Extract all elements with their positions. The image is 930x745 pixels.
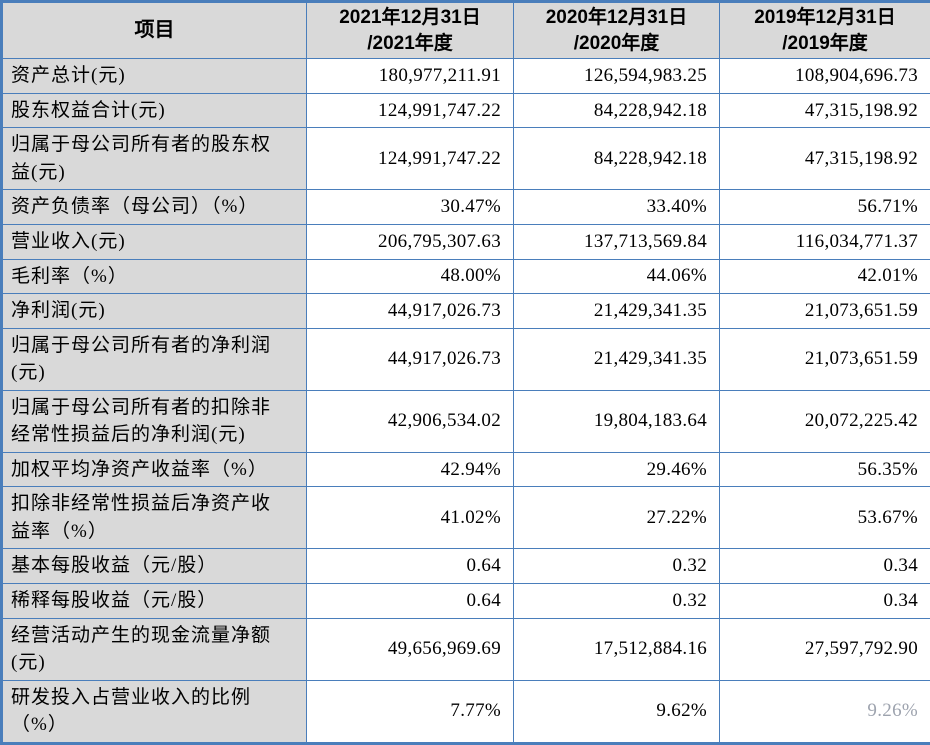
header-row: 项目 2021年12月31日 /2021年度 2020年12月31日 /2020…	[2, 2, 930, 59]
cell-value: 42.94%	[307, 452, 514, 487]
row-label: 稀释每股收益（元/股）	[2, 584, 307, 619]
column-header-2019: 2019年12月31日 /2019年度	[720, 2, 930, 59]
cell-value: 27,597,792.90	[720, 618, 930, 680]
row-label: 净利润(元)	[2, 294, 307, 329]
cell-value: 0.32	[514, 549, 720, 584]
row-label: 加权平均净资产收益率（%）	[2, 452, 307, 487]
table-row: 扣除非经常性损益后净资产收 益率（%） 41.02% 27.22% 53.67%	[2, 487, 930, 549]
cell-value: 126,594,983.25	[514, 59, 720, 94]
cell-value: 20,072,225.42	[720, 390, 930, 452]
table-row: 归属于母公司所有者的扣除非 经常性损益后的净利润(元) 42,906,534.0…	[2, 390, 930, 452]
row-label: 资产负债率（母公司）（%）	[2, 190, 307, 225]
cell-value-faded: 9.26%	[720, 680, 930, 743]
table-row: 归属于母公司所有者的股东权 益(元) 124,991,747.22 84,228…	[2, 128, 930, 190]
cell-value: 21,073,651.59	[720, 328, 930, 390]
row-label: 归属于母公司所有者的净利润 (元)	[2, 328, 307, 390]
row-label: 归属于母公司所有者的股东权 益(元)	[2, 128, 307, 190]
row-label: 股东权益合计(元)	[2, 93, 307, 128]
cell-value: 0.32	[514, 584, 720, 619]
cell-value: 180,977,211.91	[307, 59, 514, 94]
row-label: 研发投入占营业收入的比例 （%）	[2, 680, 307, 743]
cell-value: 44.06%	[514, 259, 720, 294]
cell-value: 124,991,747.22	[307, 93, 514, 128]
cell-value: 21,073,651.59	[720, 294, 930, 329]
cell-value: 116,034,771.37	[720, 225, 930, 260]
table-row: 资产总计(元) 180,977,211.91 126,594,983.25 10…	[2, 59, 930, 94]
cell-value: 17,512,884.16	[514, 618, 720, 680]
table-row: 经营活动产生的现金流量净额 (元) 49,656,969.69 17,512,8…	[2, 618, 930, 680]
cell-value: 108,904,696.73	[720, 59, 930, 94]
cell-value: 0.64	[307, 584, 514, 619]
cell-value: 56.71%	[720, 190, 930, 225]
cell-value: 124,991,747.22	[307, 128, 514, 190]
cell-value: 29.46%	[514, 452, 720, 487]
cell-value: 19,804,183.64	[514, 390, 720, 452]
table-row: 股东权益合计(元) 124,991,747.22 84,228,942.18 4…	[2, 93, 930, 128]
column-header-2021: 2021年12月31日 /2021年度	[307, 2, 514, 59]
column-header-item: 项目	[2, 2, 307, 59]
table-row: 稀释每股收益（元/股） 0.64 0.32 0.34	[2, 584, 930, 619]
cell-value: 44,917,026.73	[307, 328, 514, 390]
row-label: 营业收入(元)	[2, 225, 307, 260]
cell-value: 47,315,198.92	[720, 93, 930, 128]
cell-value: 48.00%	[307, 259, 514, 294]
row-label: 毛利率（%）	[2, 259, 307, 294]
cell-value: 0.34	[720, 549, 930, 584]
cell-value: 33.40%	[514, 190, 720, 225]
cell-value: 44,917,026.73	[307, 294, 514, 329]
row-label: 归属于母公司所有者的扣除非 经常性损益后的净利润(元)	[2, 390, 307, 452]
cell-value: 47,315,198.92	[720, 128, 930, 190]
cell-value: 0.64	[307, 549, 514, 584]
table-row: 加权平均净资产收益率（%） 42.94% 29.46% 56.35%	[2, 452, 930, 487]
cell-value: 137,713,569.84	[514, 225, 720, 260]
cell-value: 30.47%	[307, 190, 514, 225]
table-row: 毛利率（%） 48.00% 44.06% 42.01%	[2, 259, 930, 294]
table-row: 资产负债率（母公司）（%） 30.47% 33.40% 56.71%	[2, 190, 930, 225]
table-row: 研发投入占营业收入的比例 （%） 7.77% 9.62% 9.26%	[2, 680, 930, 743]
row-label: 经营活动产生的现金流量净额 (元)	[2, 618, 307, 680]
cell-value: 9.62%	[514, 680, 720, 743]
row-label: 扣除非经常性损益后净资产收 益率（%）	[2, 487, 307, 549]
table-row: 净利润(元) 44,917,026.73 21,429,341.35 21,07…	[2, 294, 930, 329]
cell-value: 0.34	[720, 584, 930, 619]
cell-value: 206,795,307.63	[307, 225, 514, 260]
row-label: 基本每股收益（元/股）	[2, 549, 307, 584]
cell-value: 84,228,942.18	[514, 93, 720, 128]
column-header-2020: 2020年12月31日 /2020年度	[514, 2, 720, 59]
cell-value: 21,429,341.35	[514, 328, 720, 390]
cell-value: 21,429,341.35	[514, 294, 720, 329]
table-row: 基本每股收益（元/股） 0.64 0.32 0.34	[2, 549, 930, 584]
cell-value: 27.22%	[514, 487, 720, 549]
table-row: 营业收入(元) 206,795,307.63 137,713,569.84 11…	[2, 225, 930, 260]
table-row: 归属于母公司所有者的净利润 (元) 44,917,026.73 21,429,3…	[2, 328, 930, 390]
cell-value: 53.67%	[720, 487, 930, 549]
cell-value: 42,906,534.02	[307, 390, 514, 452]
cell-value: 7.77%	[307, 680, 514, 743]
cell-value: 42.01%	[720, 259, 930, 294]
financial-indicators-table-page: 项目 2021年12月31日 /2021年度 2020年12月31日 /2020…	[0, 0, 930, 648]
cell-value: 49,656,969.69	[307, 618, 514, 680]
row-label: 资产总计(元)	[2, 59, 307, 94]
cell-value: 56.35%	[720, 452, 930, 487]
cell-value: 84,228,942.18	[514, 128, 720, 190]
cell-value: 41.02%	[307, 487, 514, 549]
